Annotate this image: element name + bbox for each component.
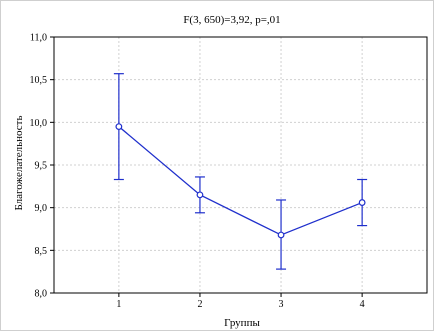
data-point [196, 191, 204, 199]
chart-title: F(3, 650)=3,92, p=,01 [183, 14, 280, 26]
x-tick-label: 1 [116, 299, 121, 310]
data-point [277, 231, 285, 239]
y-tick-label: 8,0 [35, 289, 48, 300]
plot-area: 8,0 8,5 9,0 9,5 10,0 10,5 11,0 1 2 3 4 [30, 33, 428, 310]
y-tick-label: 10,5 [30, 75, 48, 86]
x-tick-label: 3 [279, 299, 284, 310]
x-tick-label: 4 [360, 299, 365, 310]
y-tick-label: 10,0 [30, 118, 48, 129]
y-tick-label: 9,5 [35, 161, 48, 172]
x-axis-title: Группы [224, 317, 260, 329]
y-axis-title: Благожелательность [13, 116, 25, 211]
y-tick-label: 8,5 [35, 246, 48, 257]
data-point [115, 123, 123, 130]
y-tick-label: 11,0 [30, 33, 47, 44]
x-tick-label: 2 [197, 299, 202, 310]
y-tick-label: 9,0 [35, 203, 48, 214]
series-line [118, 126, 363, 236]
data-point [358, 199, 366, 206]
